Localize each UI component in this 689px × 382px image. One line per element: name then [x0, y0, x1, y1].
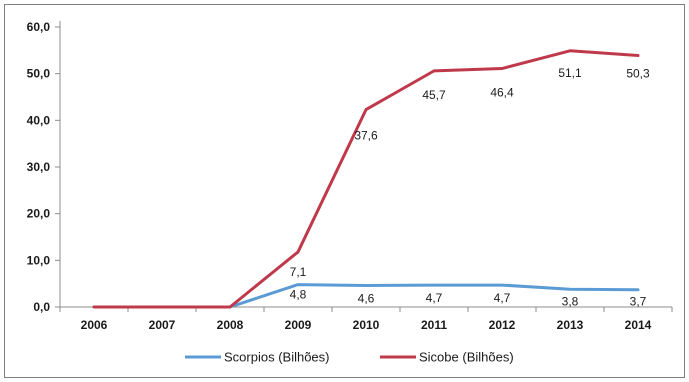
data-label: 4,6: [358, 292, 375, 306]
y-tick-label: 60,0: [27, 20, 51, 34]
x-tick-label: 2010: [353, 318, 380, 332]
y-tick-label: 10,0: [27, 253, 51, 267]
data-label: 50,3: [626, 66, 650, 80]
data-label: 4,7: [494, 291, 511, 305]
legend-label-scorpios: Scorpios (Bilhões): [224, 350, 330, 365]
data-label: 4,8: [290, 288, 307, 302]
series-line-sicobe: [92, 49, 640, 309]
x-tick-label: 2012: [489, 318, 516, 332]
y-tick-label: 20,0: [27, 207, 51, 221]
data-label: 45,7: [422, 88, 446, 102]
data-label: 7,1: [290, 265, 307, 279]
x-tick-label: 2008: [217, 318, 244, 332]
y-tick-label: 0,0: [33, 300, 50, 314]
x-tick-label: 2009: [285, 318, 312, 332]
data-label: 37,6: [354, 129, 378, 143]
x-tick-label: 2011: [421, 318, 447, 332]
y-tick-label: 40,0: [27, 113, 51, 127]
legend-label-sicobe: Sicobe (Bilhões): [419, 350, 514, 365]
data-label: 51,1: [558, 66, 582, 80]
x-tick-label: 2014: [625, 318, 652, 332]
x-tick-label: 2007: [149, 318, 176, 332]
data-label: 46,4: [490, 86, 514, 100]
x-tick-label: 2013: [557, 318, 584, 332]
data-label: 3,8: [562, 294, 579, 308]
data-label: 3,7: [630, 295, 647, 309]
y-tick-label: 30,0: [27, 160, 51, 174]
x-tick-label: 2006: [81, 318, 108, 332]
data-label: 4,7: [426, 291, 443, 305]
y-tick-label: 50,0: [27, 67, 51, 81]
chart-frame: [4, 4, 685, 378]
